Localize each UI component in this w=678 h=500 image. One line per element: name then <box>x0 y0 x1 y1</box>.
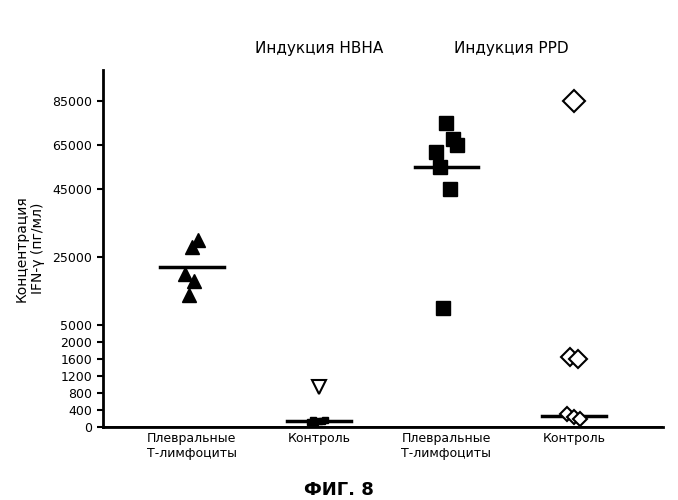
Text: ФИГ. 8: ФИГ. 8 <box>304 481 374 499</box>
Text: Индукция НВНА: Индукция НВНА <box>255 41 383 56</box>
Y-axis label: Концентрация
IFN-γ (пг/мл): Концентрация IFN-γ (пг/мл) <box>15 196 45 302</box>
Text: Индукция PPD: Индукция PPD <box>454 41 569 56</box>
